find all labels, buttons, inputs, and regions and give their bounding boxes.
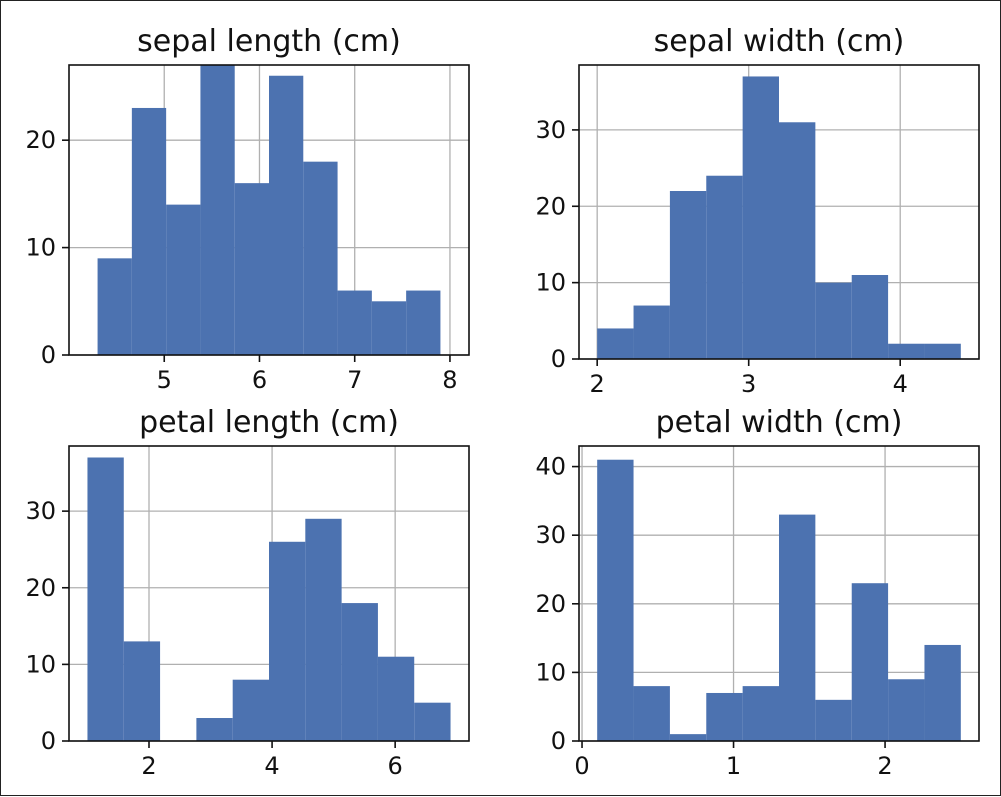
petal-length-bar-7	[341, 603, 378, 741]
sepal-width-frame	[578, 64, 980, 360]
sepal-width-bar-3	[706, 175, 743, 359]
petal-width-ytick-label-0: 0	[551, 727, 566, 755]
petal-width-frame	[578, 445, 980, 742]
sepal-length-bar-1	[131, 107, 167, 356]
petal-length-xtick-label-2: 6	[388, 752, 403, 780]
petal-width-ytick-label-1: 10	[535, 658, 566, 686]
petal-length-title: petal length (cm)	[139, 405, 399, 440]
petal-length-xtick-label-1: 4	[264, 752, 279, 780]
petal-width-bar-8	[888, 679, 925, 741]
sepal-width-bar-8	[888, 343, 925, 359]
petal-length-panel: 2 4 6 0 10 20 30 petal length (cm)	[25, 405, 470, 780]
petal-width-bar-1	[633, 686, 670, 741]
sepal-width-ytick-label-2: 20	[535, 192, 566, 220]
sepal-width-xtick-label-1: 3	[741, 370, 756, 398]
petal-width-xtick-label-2: 2	[877, 752, 892, 780]
sepal-width-ytick-label-3: 30	[535, 116, 566, 144]
sepal-length-bar-9	[406, 290, 441, 355]
petal-length-bar-1	[123, 641, 161, 741]
sepal-width-bar-7	[851, 275, 889, 359]
sepal-width-bar-1	[633, 305, 670, 359]
petal-width-bar-9	[924, 644, 961, 741]
petal-width-xtick-label-0: 0	[574, 752, 589, 780]
sepal-width-panel: 2 3 4 0 10 20 30 sepal width (cm)	[535, 24, 980, 398]
sepal-width-bar-9	[924, 343, 961, 359]
petal-width-bar-7	[851, 583, 889, 741]
sepal-length-ytick-label-1: 10	[25, 234, 56, 262]
sepal-length-bar-0	[97, 258, 132, 355]
sepal-width-xtick-label-2: 4	[893, 370, 908, 398]
sepal-length-bar-7	[337, 290, 372, 355]
sepal-length-bar-2	[166, 204, 201, 355]
petal-width-title: petal width (cm)	[656, 405, 903, 440]
sepal-length-frame	[68, 64, 470, 356]
sepal-length-bar-3	[200, 65, 235, 355]
petal-length-bar-0	[87, 457, 124, 741]
sepal-width-bar-0	[597, 328, 634, 359]
petal-length-bar-9	[414, 702, 451, 741]
petal-length-bar-8	[377, 656, 415, 741]
petal-width-bar-3	[706, 692, 743, 741]
petal-width-ytick-label-3: 30	[535, 521, 566, 549]
sepal-length-panel: 5 6 7 8 0 10 20 sepal length (cm)	[25, 24, 470, 394]
petal-length-xtick-label-0: 2	[141, 752, 156, 780]
petal-length-ytick-label-3: 30	[25, 497, 56, 525]
petal-length-bar-4	[232, 679, 269, 741]
sepal-width-bar-5	[779, 122, 816, 359]
petal-width-xtick-label-1: 1	[726, 752, 741, 780]
petal-length-bar-5	[269, 541, 306, 741]
petal-length-bar-6	[305, 518, 342, 741]
petal-length-ytick-label-2: 20	[25, 574, 56, 602]
sepal-width-title: sepal width (cm)	[654, 24, 905, 59]
petal-length-frame	[68, 445, 470, 742]
petal-width-bar-4	[742, 686, 779, 741]
sepal-length-ytick-label-2: 20	[25, 126, 56, 154]
petal-length-ytick-label-1: 10	[25, 650, 56, 678]
sepal-length-bar-5	[269, 75, 304, 356]
sepal-length-xtick-label-0: 5	[157, 366, 172, 394]
sepal-width-bar-2	[669, 191, 707, 359]
sepal-length-xtick-label-2: 7	[347, 366, 362, 394]
sepal-width-ytick-label-1: 10	[535, 269, 566, 297]
sepal-length-bar-8	[371, 301, 407, 355]
petal-length-bar-3	[196, 718, 233, 741]
sepal-length-title: sepal length (cm)	[137, 24, 401, 59]
sepal-length-bar-6	[303, 161, 338, 355]
petal-length-ytick-label-0: 0	[41, 727, 56, 755]
petal-width-bar-6	[815, 699, 852, 741]
sepal-width-bar-6	[815, 282, 852, 359]
petal-width-bar-5	[779, 514, 816, 741]
sepal-length-bar-4	[234, 183, 269, 355]
sepal-length-xtick-label-3: 8	[442, 366, 457, 394]
sepal-length-ytick-label-0: 0	[41, 341, 56, 369]
sepal-length-xtick-label-1: 6	[252, 366, 267, 394]
sepal-width-bar-4	[742, 76, 779, 360]
petal-width-ytick-label-4: 40	[535, 453, 566, 481]
petal-width-ytick-label-2: 20	[535, 590, 566, 618]
petal-width-bar-2	[669, 734, 707, 741]
sepal-width-ytick-label-0: 0	[551, 345, 566, 373]
sepal-width-xtick-label-0: 2	[590, 370, 605, 398]
petal-width-bar-0	[597, 459, 634, 741]
